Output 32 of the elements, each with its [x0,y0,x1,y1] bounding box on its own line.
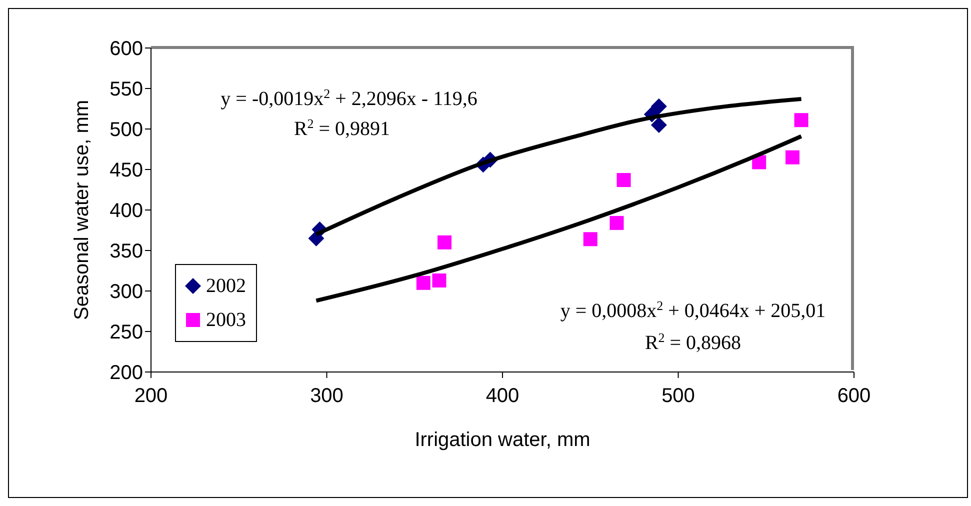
x-tick-label: 200 [134,385,168,408]
x-tick-label: 400 [486,385,520,408]
x-tick-label: 500 [662,385,695,408]
point [610,216,624,230]
y-tick-label: 300 [110,281,143,304]
point [650,98,667,114]
annotation: R$^{2}$ = 0,9891 [294,116,390,140]
y-tick-label: 350 [110,240,143,263]
legend-label: 2003 [206,308,246,333]
y-axis-title: Seasonal water use, mm [71,100,94,320]
y-tick-label: 550 [110,78,143,101]
x-axis-title: Irrigation water, mm [414,429,590,452]
point [794,113,808,128]
point [583,232,598,246]
point [650,116,667,133]
point [416,276,430,290]
annotation: y = -0,0019x$^{2}$ + 2,2096x - 119,6 [220,86,478,110]
point [785,150,800,164]
y-tick-label: 400 [110,200,143,222]
point [616,173,631,188]
y-tick-label: 450 [110,160,143,182]
y-tick-label: 200 [110,362,143,384]
point [432,273,446,288]
point [438,235,452,250]
y-tick-label: 600 [110,38,143,60]
x-tick-label: 300 [310,385,344,408]
legend-label: 2002 [206,274,246,299]
x-tick-label: 600 [837,385,871,408]
annotation: R$^{2}$ = 0,8968 [644,330,742,354]
y-tick-label: 250 [110,322,143,344]
annotation: y = 0,0008x$^{2}$ + 0,0464x + 205,01 [560,298,826,322]
y-tick-label: 500 [110,119,143,142]
